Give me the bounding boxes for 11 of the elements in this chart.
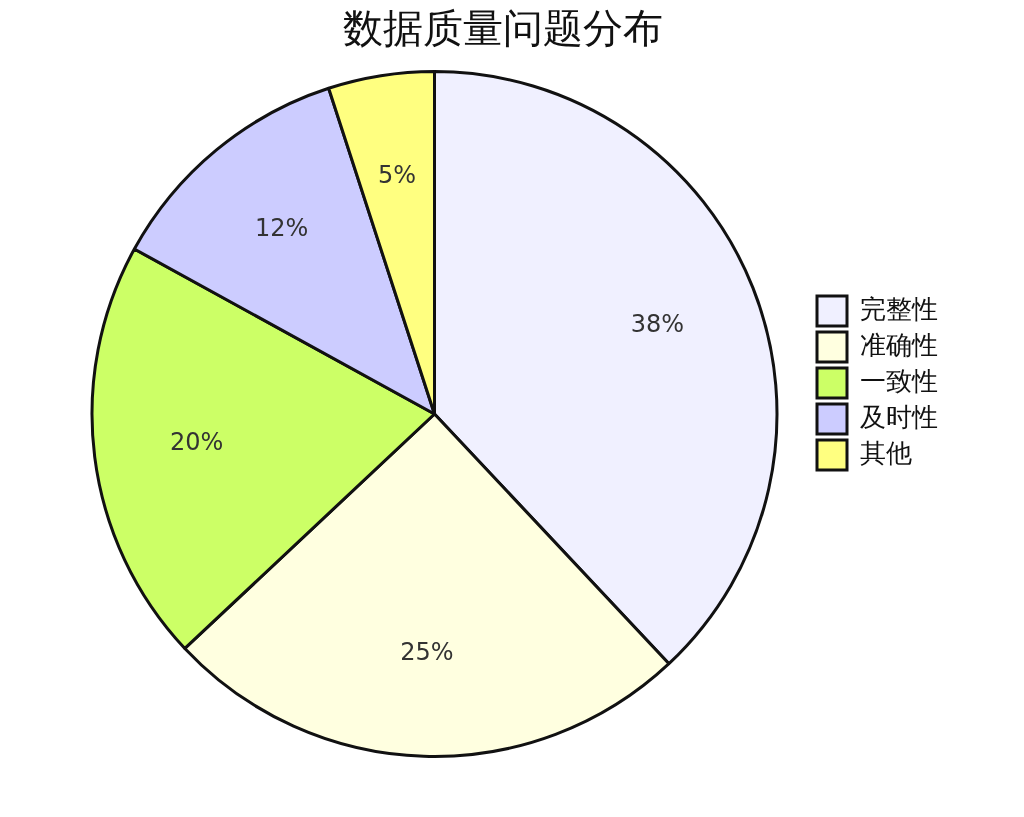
legend-label: 一致性 — [860, 365, 938, 396]
data-label: 12% — [255, 213, 309, 242]
data-label: 20% — [169, 428, 224, 457]
chart-title: 数据质量问题分布 — [343, 5, 663, 52]
legend-label: 及时性 — [860, 401, 938, 432]
legend-label: 其他 — [860, 437, 912, 468]
data-label: 38% — [630, 309, 685, 338]
legend-label: 准确性 — [860, 329, 938, 360]
legend-label: 完整性 — [860, 293, 938, 324]
data-label: 5% — [377, 161, 417, 190]
data-label: 25% — [400, 637, 454, 666]
